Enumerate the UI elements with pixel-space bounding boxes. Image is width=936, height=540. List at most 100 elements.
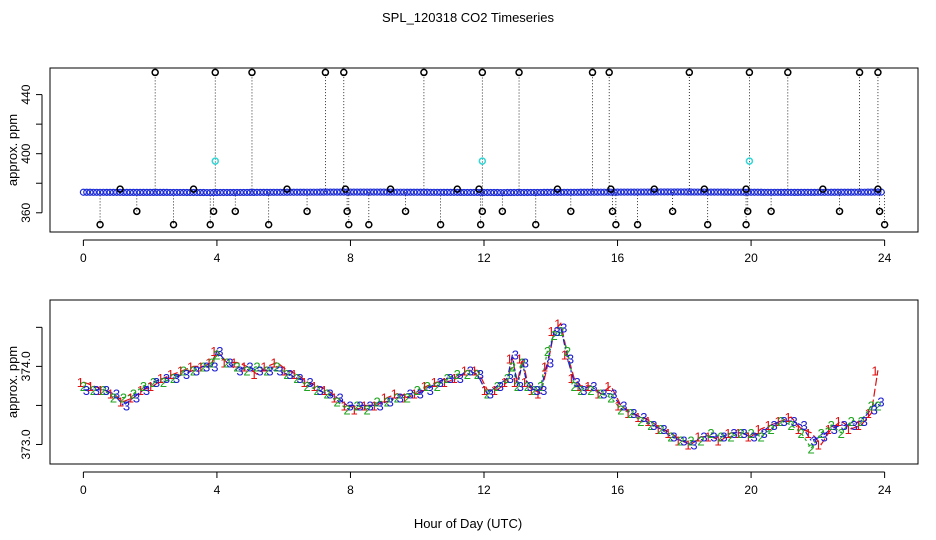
series-marker-2: 2 [788,418,795,433]
series-marker-3: 3 [296,371,303,386]
x-tick-label: 16 [611,483,625,497]
series-marker-2: 2 [838,426,845,441]
baseline-point [710,188,718,196]
baseline-point [320,188,328,196]
baseline-point [133,188,141,197]
baseline-point [493,188,501,197]
series-marker-2: 2 [818,426,825,441]
flagged-point [743,207,752,216]
baseline-point [480,188,488,197]
flagged-point [401,207,410,216]
flagged-point [742,185,750,193]
baseline-point [143,188,151,197]
series-marker-2: 2 [233,359,240,374]
baseline-point [814,188,822,196]
series-marker-1: 1 [845,422,852,437]
flagged-point [206,220,214,229]
baseline-point [430,188,438,196]
series-marker-2: 2 [727,430,734,445]
series-marker-2: 2 [494,379,501,394]
baseline-point [266,188,274,196]
series-marker-3: 3 [522,355,529,370]
baseline-point [223,188,231,197]
baseline-point [590,188,598,196]
series-marker-1: 1 [568,371,575,386]
baseline-point [250,188,258,196]
series-marker-2: 2 [571,379,578,394]
series-marker-3: 3 [397,391,404,406]
baseline-point [440,188,448,196]
series-marker-2: 2 [607,391,614,406]
series-marker-2: 2 [587,383,594,398]
series-marker-2: 2 [848,414,855,429]
series-marker-1: 1 [260,359,267,374]
y-tick-label: 360 [19,202,33,222]
baseline-point [800,188,809,196]
baseline-point [503,188,511,197]
baseline-point [226,188,234,197]
series-marker-1: 1 [330,391,337,406]
flagged-point [476,220,485,229]
baseline-point [333,188,341,196]
series-marker-3: 3 [791,414,798,429]
baseline-point [370,188,378,196]
series-marker-2: 2 [160,375,167,390]
flagged-point [321,68,330,77]
baseline-point [189,188,198,197]
series-marker-3: 3 [690,437,697,452]
baseline-point [757,188,765,196]
flagged-point [553,185,562,193]
flagged-point [835,207,844,216]
baseline-point [580,188,588,196]
series-marker-3: 3 [781,414,788,429]
series-marker-2: 2 [537,379,544,394]
y-tick-label: 440 [19,84,33,104]
baseline-point [463,188,471,197]
bottom-plot-marks: 1 1 1 11 11 11 1 1 1 1 111 1 111 11 11 1 111 1 1 11 1 1 11 1 1 11… [77,316,885,456]
baseline-point [313,188,321,196]
series-marker-3: 3 [610,387,617,402]
series-marker-1: 1 [421,379,428,394]
series-marker-2: 2 [344,402,351,417]
flagged-point [498,207,507,216]
baseline-point [587,188,595,196]
series-marker-1: 1 [97,383,104,398]
flagged-point [605,68,613,77]
flagged-point [588,68,597,77]
series-marker-2: 2 [577,383,584,398]
baseline-point [460,188,468,197]
baseline-point [767,188,775,196]
series-marker-3: 3 [710,430,717,445]
series-marker-3: 3 [163,371,170,386]
series-marker-2: 2 [364,402,371,417]
series-marker-1: 1 [107,387,114,402]
series-marker-1: 1 [594,387,601,402]
series-marker-3: 3 [670,430,677,445]
series-marker-1: 1 [491,383,498,398]
baseline-point [216,188,224,197]
baseline-point [860,188,869,196]
baseline-point [700,188,708,196]
series-marker-3: 3 [183,367,190,382]
baseline-point [734,188,742,196]
baseline-point [643,188,652,196]
series-marker-2: 2 [190,363,197,378]
baseline-point [196,188,204,197]
series-marker-1: 1 [310,379,317,394]
series-marker-2: 2 [858,414,865,429]
series-marker-2: 2 [778,414,785,429]
series-marker-3: 3 [226,355,233,370]
baseline-point [517,188,525,197]
baseline-point [583,188,592,196]
baseline-point [203,188,211,197]
baseline-point [523,188,532,197]
baseline-point [560,188,568,196]
x-tick-label: 8 [347,251,354,265]
series-marker-2: 2 [394,391,401,406]
baseline-point [600,188,608,196]
baseline-point [567,188,575,196]
flagged-point [116,185,124,193]
highlight-point [745,157,754,165]
series-marker-1: 1 [127,391,134,406]
